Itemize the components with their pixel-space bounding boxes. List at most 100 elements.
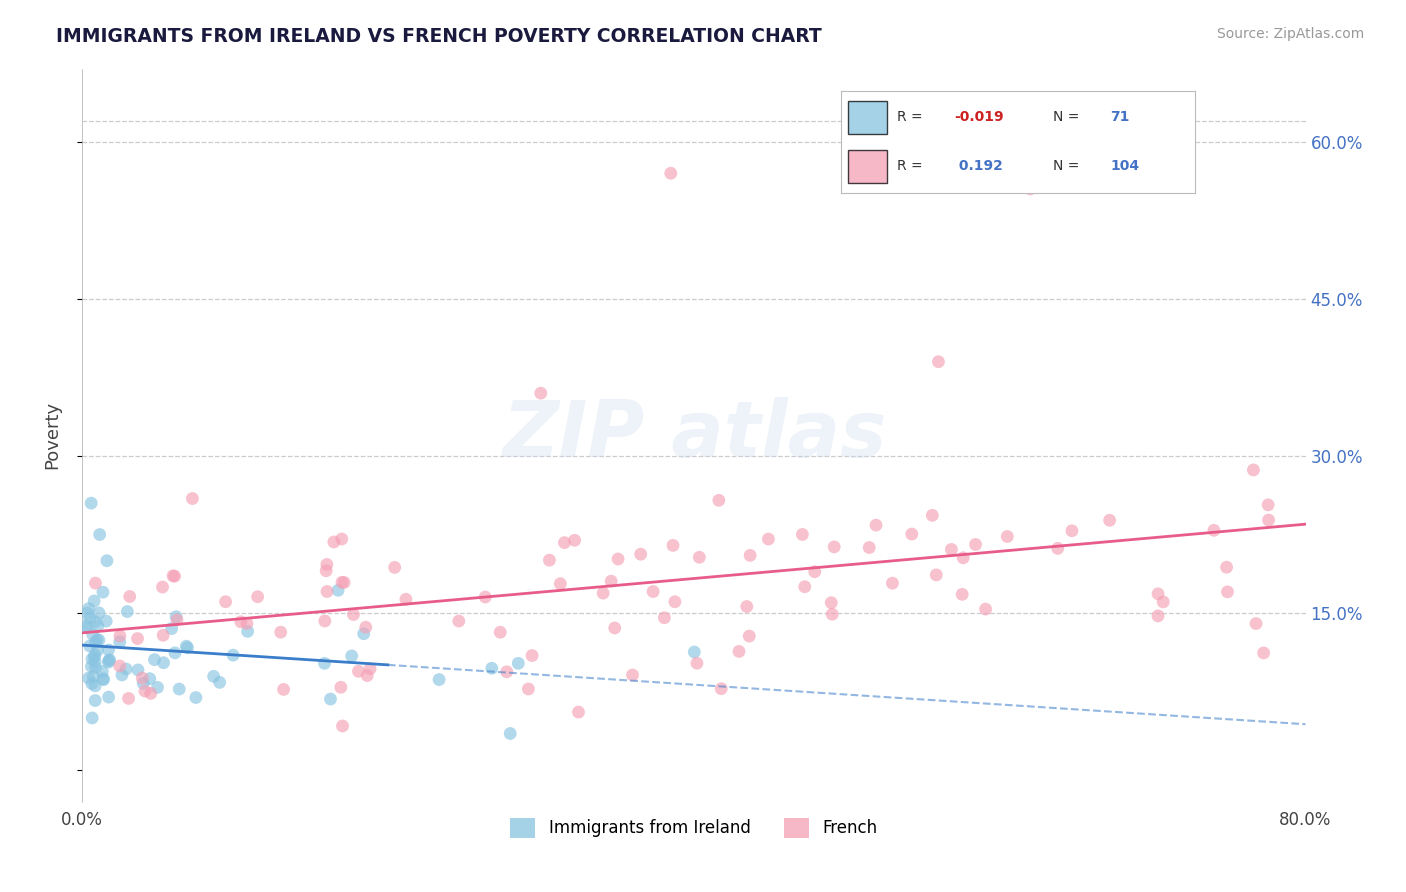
Point — [176, 640, 198, 655]
Point — [520, 648, 543, 663]
Point — [143, 652, 166, 666]
Point — [499, 726, 522, 740]
Point — [688, 550, 710, 565]
Point — [236, 616, 259, 631]
Point — [592, 586, 614, 600]
Point — [823, 540, 845, 554]
Point — [664, 595, 686, 609]
Point — [127, 663, 149, 677]
Point — [80, 659, 103, 673]
Point — [108, 629, 131, 643]
Point — [1060, 524, 1083, 538]
Point — [1098, 513, 1121, 527]
Point — [921, 508, 943, 523]
Point — [353, 626, 375, 640]
Point — [84, 660, 107, 674]
Point — [176, 639, 198, 653]
Point — [322, 535, 344, 549]
Point — [76, 606, 98, 620]
Point — [481, 661, 503, 675]
Point — [83, 594, 105, 608]
Point — [654, 611, 676, 625]
Point — [82, 669, 104, 683]
Point — [564, 533, 586, 548]
Point — [84, 615, 107, 629]
Point — [167, 681, 190, 696]
Point — [132, 676, 155, 690]
Point — [427, 673, 450, 687]
Point — [1147, 587, 1170, 601]
Point — [603, 621, 626, 635]
Point — [222, 648, 245, 662]
Point — [96, 554, 118, 568]
Point — [96, 614, 118, 628]
Point — [659, 166, 682, 180]
Point — [1241, 463, 1264, 477]
Point — [315, 564, 337, 578]
Point — [662, 538, 685, 552]
Point — [152, 628, 174, 642]
Point — [508, 657, 530, 671]
Point — [184, 690, 207, 705]
Point — [643, 584, 665, 599]
Point — [447, 614, 470, 628]
Point — [97, 655, 120, 669]
Point — [84, 693, 107, 707]
Point — [75, 618, 97, 632]
Point — [89, 527, 111, 541]
Point — [550, 576, 572, 591]
Point — [792, 527, 814, 541]
Point — [82, 628, 104, 642]
Point — [495, 665, 517, 679]
Point — [1216, 585, 1239, 599]
Point — [83, 648, 105, 662]
Point — [87, 606, 110, 620]
Point — [820, 596, 842, 610]
Point — [740, 549, 762, 563]
Point — [517, 681, 540, 696]
Point — [97, 690, 120, 704]
Point — [384, 560, 406, 574]
Point — [97, 643, 120, 657]
Point — [1244, 616, 1267, 631]
Point — [146, 681, 169, 695]
Point — [77, 671, 100, 685]
Point — [330, 575, 353, 590]
Point — [1046, 541, 1069, 556]
Point — [246, 590, 269, 604]
Point — [181, 491, 204, 506]
Point — [538, 553, 561, 567]
Point — [553, 535, 575, 549]
Point — [707, 493, 730, 508]
Point — [139, 672, 162, 686]
Point — [84, 576, 107, 591]
Point — [567, 705, 589, 719]
Point — [165, 609, 187, 624]
Point — [86, 643, 108, 657]
Text: IMMIGRANTS FROM IRELAND VS FRENCH POVERTY CORRELATION CHART: IMMIGRANTS FROM IRELAND VS FRENCH POVERT… — [56, 27, 823, 45]
Point — [315, 558, 337, 572]
Point — [108, 635, 131, 649]
Point — [134, 684, 156, 698]
Point — [91, 585, 114, 599]
Point — [927, 355, 949, 369]
Point — [229, 615, 252, 629]
Point — [83, 650, 105, 665]
Point — [117, 691, 139, 706]
Point — [1147, 608, 1170, 623]
Point — [901, 527, 924, 541]
Point — [118, 590, 141, 604]
Point — [166, 613, 188, 627]
Point — [858, 541, 880, 555]
Point — [728, 644, 751, 658]
Point — [330, 532, 353, 546]
Point — [941, 542, 963, 557]
Point — [93, 673, 115, 687]
Point — [489, 625, 512, 640]
Point — [342, 607, 364, 622]
Point — [686, 656, 709, 670]
Point — [530, 386, 553, 401]
Legend: Immigrants from Ireland, French: Immigrants from Ireland, French — [503, 811, 884, 845]
Point — [163, 569, 186, 583]
Point — [607, 552, 630, 566]
